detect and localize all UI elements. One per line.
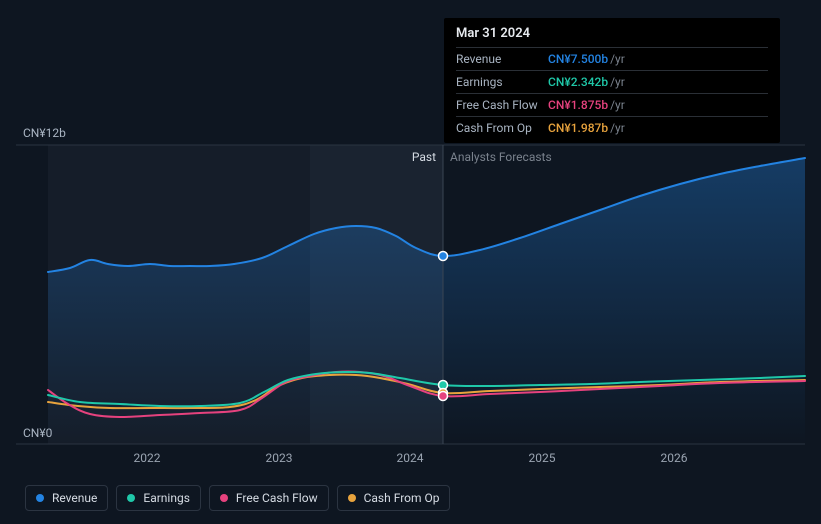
tooltip-row-value: CN¥7.500b xyxy=(548,52,608,66)
tooltip-row-label: Revenue xyxy=(456,52,548,66)
chart-legend: Revenue Earnings Free Cash Flow Cash Fro… xyxy=(25,485,450,511)
x-axis-label: 2022 xyxy=(134,451,161,465)
section-label-past: Past xyxy=(412,150,436,164)
legend-dot-icon xyxy=(36,494,44,502)
chart-tooltip: Mar 31 2024 Revenue CN¥7.500b/yr Earning… xyxy=(444,18,780,143)
legend-label: Revenue xyxy=(52,491,97,505)
tooltip-row-earnings: Earnings CN¥2.342b/yr xyxy=(456,70,768,93)
legend-dot-icon xyxy=(348,494,356,502)
financial-chart: CN¥12b CN¥0 2022 2023 2024 2025 2026 Pas… xyxy=(0,0,821,524)
x-axis-label: 2023 xyxy=(266,451,293,465)
y-axis-label-max: CN¥12b xyxy=(23,126,66,140)
legend-label: Free Cash Flow xyxy=(236,491,318,505)
tooltip-row-free-cash-flow: Free Cash Flow CN¥1.875b/yr xyxy=(456,93,768,116)
legend-dot-icon xyxy=(127,494,135,502)
tooltip-row-label: Cash From Op xyxy=(456,121,548,135)
legend-item-cash-from-op[interactable]: Cash From Op xyxy=(337,485,451,511)
x-axis-label: 2024 xyxy=(397,451,424,465)
tooltip-row-cash-from-op: Cash From Op CN¥1.987b/yr xyxy=(456,116,768,139)
tooltip-row-value: CN¥1.987b xyxy=(548,121,608,135)
tooltip-row-suffix: /yr xyxy=(610,75,625,89)
legend-label: Earnings xyxy=(143,491,190,505)
tooltip-row-suffix: /yr xyxy=(610,121,625,135)
legend-item-earnings[interactable]: Earnings xyxy=(116,485,201,511)
tooltip-title: Mar 31 2024 xyxy=(456,26,768,41)
section-label-forecast: Analysts Forecasts xyxy=(450,150,552,164)
tooltip-row-label: Earnings xyxy=(456,75,548,89)
tooltip-row-suffix: /yr xyxy=(610,52,625,66)
legend-item-free-cash-flow[interactable]: Free Cash Flow xyxy=(209,485,329,511)
y-axis-label-min: CN¥0 xyxy=(23,426,52,440)
tooltip-row-label: Free Cash Flow xyxy=(456,98,548,112)
tooltip-row-value: CN¥1.875b xyxy=(548,98,608,112)
legend-item-revenue[interactable]: Revenue xyxy=(25,485,108,511)
tooltip-row-revenue: Revenue CN¥7.500b/yr xyxy=(456,47,768,70)
x-axis-label: 2026 xyxy=(661,451,688,465)
tooltip-row-value: CN¥2.342b xyxy=(548,75,608,89)
tooltip-row-suffix: /yr xyxy=(610,98,625,112)
legend-dot-icon xyxy=(220,494,228,502)
x-axis-label: 2025 xyxy=(529,451,556,465)
legend-label: Cash From Op xyxy=(364,491,440,505)
